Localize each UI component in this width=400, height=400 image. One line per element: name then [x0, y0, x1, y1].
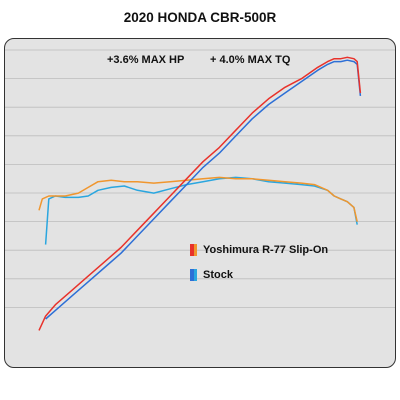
legend-item-stock: Stock: [190, 269, 233, 281]
legend-label-yoshimura: Yoshimura R-77 Slip-On: [203, 244, 329, 256]
dyno-plot: [5, 49, 395, 331]
legend-label-stock: Stock: [203, 269, 233, 281]
series-line-torque-yoshimura: [38, 176, 358, 222]
legend-item-yoshimura: Yoshimura R-77 Slip-On: [190, 244, 328, 256]
plot-frame: +3.6% MAX HP + 4.0% MAX TQ Yoshimura R-7…: [4, 38, 396, 368]
series-line-torque-stock: [44, 176, 358, 245]
legend-swatch-stock: [190, 269, 197, 281]
torque-gain-annotation: + 4.0% MAX TQ: [210, 54, 291, 66]
chart-title: 2020 HONDA CBR-500R: [123, 10, 277, 25]
series-line-hp-yoshimura: [38, 56, 362, 331]
hp-gain-annotation: +3.6% MAX HP: [107, 54, 185, 66]
legend-swatch-yoshimura: [190, 244, 197, 256]
series-line-hp-stock: [45, 59, 362, 320]
